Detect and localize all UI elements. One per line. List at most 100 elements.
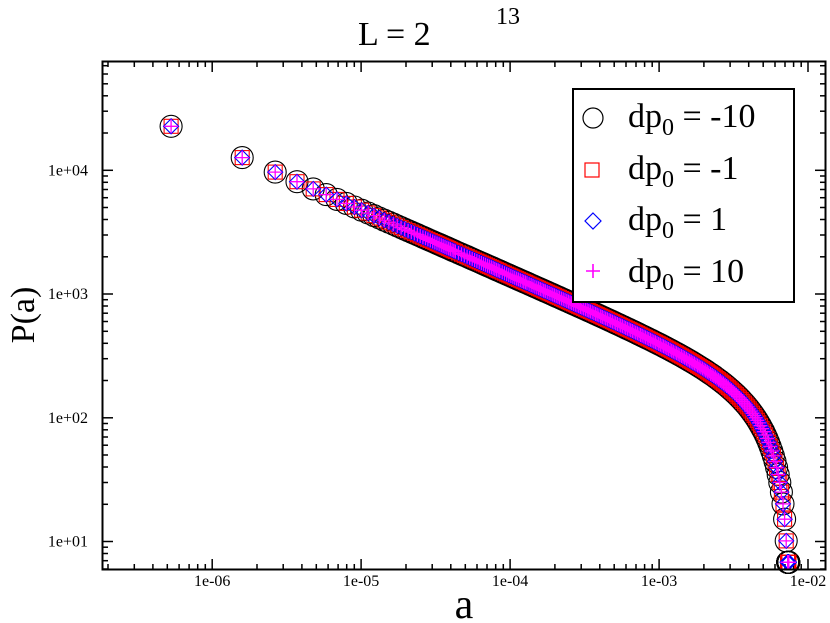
data-point-plus [410,227,425,242]
data-point-diamond [763,442,781,460]
x-tick-label: 1e-05 [343,573,379,590]
data-point-plus [766,448,781,463]
y-tick-label: 1e+01 [48,534,88,551]
data-point-plus [540,285,555,300]
legend-label: dp0 = 10 [628,253,744,296]
axis-ticks [103,62,825,570]
data-point-diamond [338,195,355,212]
data-point-plus [438,239,452,254]
axis-tick-labels: 1e-06 1e-05 1e-04 1e-03 1e-02 1e+01 1e+02 1e+03… [48,162,826,590]
data-point-plus [268,165,283,180]
legend-entry-dp0-m1: dp0 = -1 [584,150,739,193]
data-point-diamond [776,510,793,528]
y-tick-label: 1e+03 [48,286,88,303]
data-point-plus [505,269,520,284]
legend: dp0 = -10 dp0 = -1 dp0 = 1 dp0 = 10 [572,88,795,303]
legend-label: dp0 = -1 [628,150,739,193]
x-tick-label: 1e-04 [492,573,528,590]
x-tick-label: 1e-06 [194,573,230,590]
chart-title-base: L = 2 [358,16,431,53]
data-point-diamond [777,532,795,550]
data-point-plus [774,485,789,500]
data-point-plus [779,533,794,548]
data-point-diamond [162,118,180,135]
data-point-plus [397,222,412,237]
data-point-plus [339,196,354,211]
data-point-diamond [761,438,779,455]
data-point-circle [777,550,801,574]
data-point-plus [503,269,518,283]
x-tick-label: 1e-02 [790,573,826,590]
y-tick-label: 1e+02 [48,410,88,427]
chart-title: L = 2 13 [358,4,520,53]
legend-label: dp0 = -10 [628,98,756,141]
plot-frame [101,60,827,571]
data-point-plus [489,262,504,277]
data-markers [159,114,801,574]
data-point-plus [401,223,416,238]
legend-marker-circle [582,107,604,129]
data-point-plus [478,257,493,272]
data-point-diamond [771,474,789,491]
data-point-plus [518,275,533,290]
data-point-plus [509,271,524,286]
legend-marker-diamond [584,212,602,230]
data-point-plus [781,555,796,570]
data-point-plus [394,220,409,235]
data-point-circle [263,160,287,184]
x-axis-title: a [455,582,474,623]
data-point-plus [776,496,790,511]
data-point-plus [457,248,472,263]
data-point-plus [554,291,569,306]
data-point-plus [527,279,542,294]
data-point-diamond [304,180,322,198]
data-point-plus [751,415,766,430]
x-tick-label: 1e-03 [641,573,677,590]
data-point-diamond [288,173,306,191]
data-point-circle [230,146,254,170]
data-point-plus [476,256,491,271]
data-point-plus [777,512,792,527]
data-point-plus [750,413,765,428]
y-tick-label: 1e+04 [48,162,88,179]
data-point-plus [753,418,768,433]
data-point-plus [522,277,537,292]
data-point-plus [524,278,539,292]
data-point-plus [404,225,419,240]
data-point-plus [771,467,786,482]
data-point-diamond [266,163,284,181]
data-point-plus [290,174,304,189]
data-point-plus [361,206,376,220]
data-point-plus [760,431,774,446]
data-point-plus [445,243,460,258]
data-point-plus [769,460,784,475]
data-point-plus [755,421,770,436]
data-point-plus [235,150,250,165]
data-point-plus [516,274,531,289]
data-point-diamond [766,453,784,470]
data-point-plus [347,200,362,214]
legend-marker-square [584,162,600,178]
data-point-plus [436,239,451,254]
data-point-diamond [233,149,251,166]
data-point-diamond [773,483,790,501]
data-point-plus [354,203,369,218]
data-point-plus [491,263,506,278]
legend-marker-plus [586,264,600,278]
data-point-plus [386,217,401,232]
data-point-diamond [317,186,335,203]
data-point-diamond [328,191,346,208]
y-axis-title: P(a) [5,287,42,344]
data-point-plus [480,258,495,273]
data-point-plus [538,284,553,299]
data-point-diamond [760,434,777,451]
data-point-plus [772,475,787,490]
data-point-circle [159,114,183,138]
data-point-plus [407,226,422,241]
data-point-plus [482,259,497,274]
data-point-plus [768,454,782,469]
data-point-plus [306,181,321,196]
data-point-plus [536,283,551,298]
data-point-plus [434,238,449,253]
